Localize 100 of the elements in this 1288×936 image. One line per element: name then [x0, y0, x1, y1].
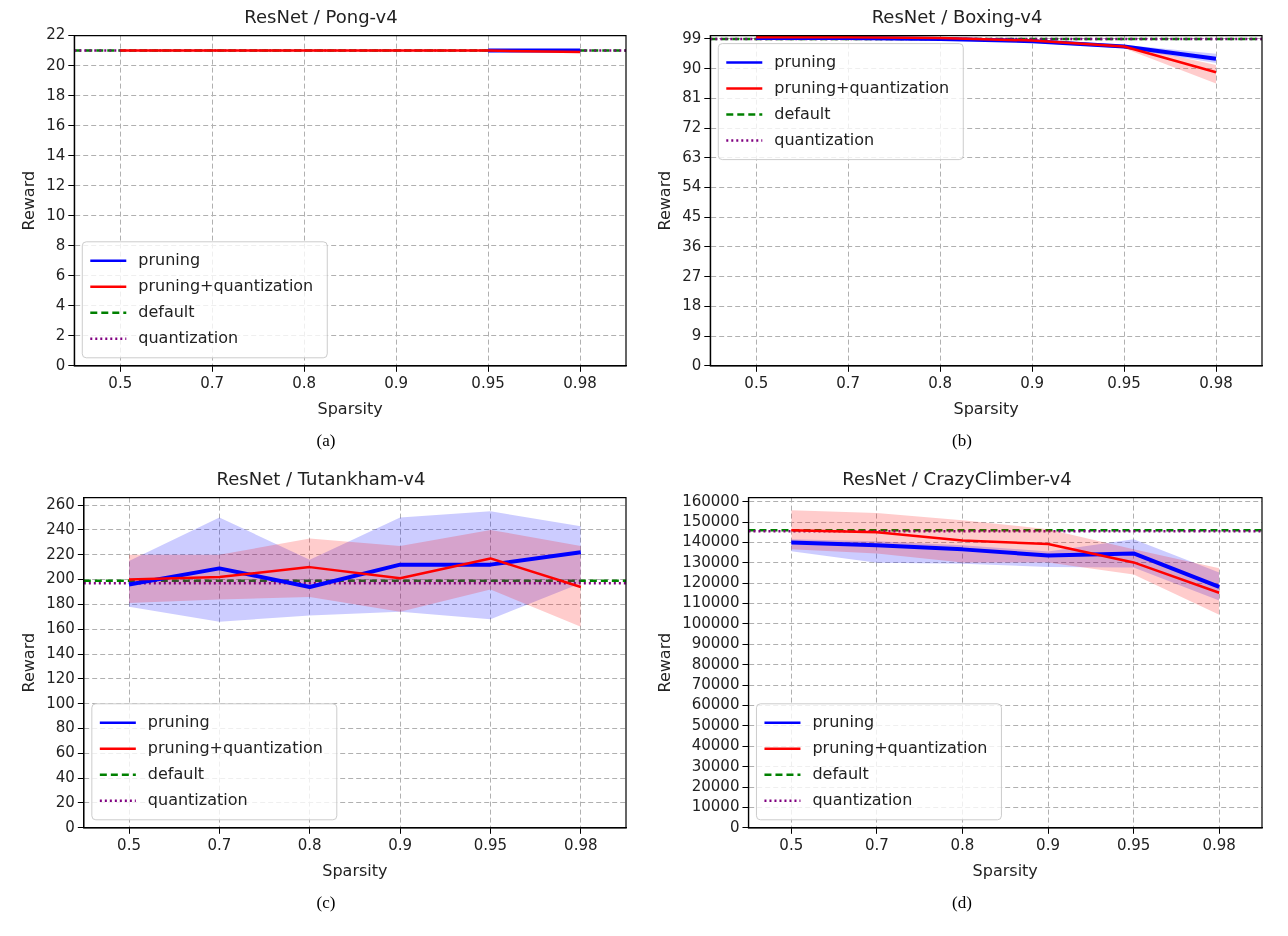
- y-tick-label: 22: [46, 25, 66, 44]
- legend-label: pruning+quantization: [774, 77, 950, 97]
- y-tick-label: 54: [682, 177, 702, 196]
- y-tick-label: 60: [55, 743, 75, 762]
- y-tick-label: 90: [682, 58, 702, 77]
- y-tick-label: 140000: [682, 532, 740, 551]
- y-tick-label: 14: [46, 145, 66, 164]
- y-tick-label: 99: [682, 28, 702, 47]
- y-tick-label: 9: [691, 325, 702, 344]
- y-tick-label: 16: [46, 115, 66, 134]
- y-tick-label: 4: [55, 295, 66, 314]
- x-tick-label: 0.8: [928, 373, 953, 392]
- legend-label: quantization: [812, 789, 913, 809]
- y-tick-label: 200: [46, 569, 75, 588]
- y-tick-label: 72: [682, 117, 702, 136]
- legend-label: pruning: [812, 711, 875, 731]
- y-tick-label: 20000: [691, 776, 740, 795]
- chart-title: ResNet / Pong-v4: [244, 6, 398, 28]
- x-tick-label: 0.8: [292, 373, 317, 392]
- legend-label: pruning+quantization: [147, 737, 323, 757]
- y-tick-label: 36: [682, 236, 702, 255]
- x-tick-label: 0.95: [473, 835, 508, 854]
- y-tick-label: 80000: [691, 654, 740, 673]
- x-tick-label: 0.7: [836, 373, 861, 392]
- x-tick-label: 0.9: [388, 835, 413, 854]
- y-tick-label: 0: [55, 355, 66, 374]
- legend-label: pruning: [774, 51, 837, 71]
- legend-label: quantization: [147, 789, 248, 809]
- y-tick-label: 90000: [691, 634, 740, 653]
- x-tick-label: 0.9: [384, 373, 409, 392]
- legend-label: default: [138, 301, 195, 321]
- x-tick-label: 0.7: [207, 835, 232, 854]
- x-tick-label: 0.7: [864, 835, 889, 854]
- y-tick-label: 0: [691, 355, 702, 374]
- y-tick-label: 60000: [691, 695, 740, 714]
- y-axis-title: Reward: [18, 170, 38, 231]
- y-tick-label: 40000: [691, 736, 740, 755]
- x-axis-title: Sparsity: [953, 398, 1019, 418]
- x-tick-label: 0.98: [564, 835, 598, 854]
- y-tick-label: 30000: [691, 756, 740, 775]
- y-tick-label: 20: [55, 792, 75, 811]
- chart-title: ResNet / Boxing-v4: [871, 6, 1043, 28]
- y-tick-label: 63: [682, 147, 702, 166]
- y-tick-label: 12: [46, 175, 66, 194]
- y-tick-label: 110000: [682, 593, 740, 612]
- x-tick-label: 0.7: [200, 373, 225, 392]
- y-tick-label: 120000: [682, 573, 740, 592]
- text: (a): [316, 431, 336, 451]
- y-tick-label: 120: [46, 668, 75, 687]
- y-tick-label: 100000: [682, 613, 740, 632]
- y-tick-label: 81: [682, 88, 702, 107]
- y-tick-label: 18: [682, 296, 702, 315]
- x-tick-label: 0.5: [108, 373, 133, 392]
- y-tick-label: 8: [55, 235, 66, 254]
- x-tick-label: 0.8: [297, 835, 322, 854]
- x-axis-title: Sparsity: [972, 860, 1038, 880]
- x-tick-label: 0.9: [1036, 835, 1060, 854]
- x-tick-label: 0.98: [1202, 835, 1236, 854]
- y-tick-label: 70000: [691, 675, 740, 694]
- chart-title: ResNet / CrazyClimber-v4: [842, 468, 1072, 490]
- x-tick-label: 0.8: [950, 835, 975, 854]
- y-tick-label: 10: [46, 205, 66, 224]
- x-tick-label: 0.95: [1116, 835, 1151, 854]
- y-axis-title: Reward: [654, 632, 674, 693]
- y-axis-title: Reward: [654, 170, 674, 231]
- y-tick-label: 180: [46, 594, 75, 613]
- y-tick-label: 100: [46, 693, 75, 712]
- y-axis-title: Reward: [18, 632, 38, 693]
- legend-label: quantization: [138, 327, 239, 347]
- text: (c): [316, 893, 336, 913]
- x-axis-title: Sparsity: [322, 860, 388, 880]
- y-tick-label: 80: [55, 718, 75, 737]
- text: (b): [952, 431, 972, 451]
- x-tick-label: 0.5: [779, 835, 804, 854]
- legend-label: pruning: [138, 249, 201, 269]
- y-tick-label: 0: [729, 817, 740, 836]
- x-tick-label: 0.9: [1020, 373, 1045, 392]
- y-tick-label: 27: [682, 266, 702, 285]
- legend-label: quantization: [774, 129, 875, 149]
- y-tick-label: 150000: [682, 511, 740, 530]
- legend-label: pruning+quantization: [812, 737, 988, 757]
- x-tick-label: 0.95: [1107, 373, 1141, 392]
- text: (d): [952, 893, 972, 913]
- y-tick-label: 0: [65, 817, 75, 836]
- y-tick-label: 130000: [682, 552, 740, 571]
- legend-label: pruning: [147, 711, 210, 731]
- y-tick-label: 20: [46, 55, 66, 74]
- y-tick-label: 220: [46, 544, 75, 563]
- y-tick-label: 6: [55, 265, 66, 284]
- y-tick-label: 160000: [682, 491, 740, 510]
- y-tick-label: 2: [55, 325, 66, 344]
- legend-label: pruning+quantization: [138, 275, 314, 295]
- y-tick-label: 160: [46, 619, 75, 638]
- x-tick-label: 0.5: [744, 373, 769, 392]
- legend-label: default: [812, 763, 869, 783]
- y-tick-label: 240: [46, 519, 75, 538]
- legend-label: default: [774, 103, 831, 123]
- x-axis-title: Sparsity: [317, 398, 383, 418]
- y-tick-label: 50000: [691, 715, 740, 734]
- y-tick-label: 140: [46, 643, 75, 662]
